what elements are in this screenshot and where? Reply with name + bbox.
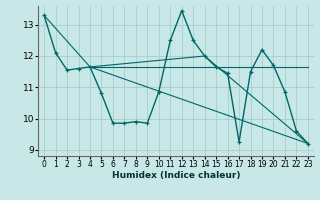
X-axis label: Humidex (Indice chaleur): Humidex (Indice chaleur) [112,171,240,180]
